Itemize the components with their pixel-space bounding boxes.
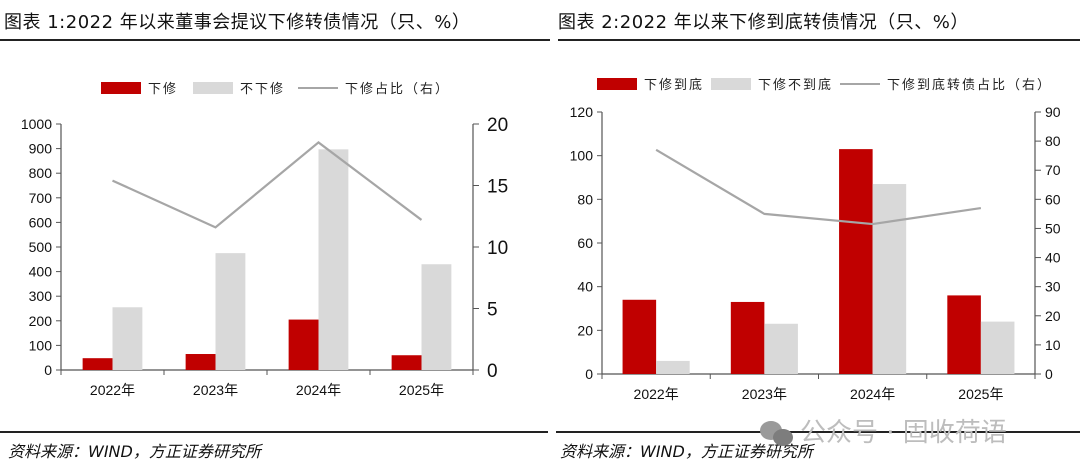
chart1-y-tick-label: 100 [29, 337, 53, 353]
chart2-y-tick-label: 20 [577, 322, 593, 338]
chart2-title: 图表 2:2022 年以来下修到底转债情况（只、%） [558, 12, 969, 33]
chart1-legend-swatch-gray [193, 82, 233, 94]
chart1-bar-gray [215, 253, 246, 370]
wechat-icon [760, 420, 794, 447]
chart1-bar-gray [112, 307, 143, 370]
chart2-legend-label: 下修到底 [644, 77, 704, 92]
chart2-title-rule [558, 39, 1080, 41]
chart1-x-tick-label: 2025年 [399, 382, 444, 398]
chart1-legend-label: 不下修 [240, 81, 285, 96]
chart1-y2-tick-label: 0 [487, 361, 498, 382]
chart2-bar-red [947, 295, 981, 374]
chart2-bar-gray [872, 184, 907, 374]
chart1-y-tick-label: 800 [29, 165, 53, 181]
chart2-legend-label: 下修不到底 [758, 77, 833, 92]
chart2-x-tick-label: 2023年 [742, 386, 787, 402]
chart2-y2-tick-label: 10 [1045, 337, 1061, 353]
chart2-legend-swatch-red [597, 78, 637, 90]
chart2-y2-tick-label: 30 [1045, 279, 1061, 295]
chart2-y-tick-label: 40 [577, 279, 593, 295]
chart2-y2-tick-label: 70 [1045, 162, 1061, 178]
chart1-legend-swatch-red [101, 82, 141, 94]
chart2-footer-rule [556, 431, 1080, 433]
chart1-bar-red [288, 319, 319, 370]
chart1-y-tick-label: 0 [44, 362, 52, 378]
chart1-y-tick-label: 400 [29, 264, 53, 280]
chart1-x-tick-label: 2023年 [193, 382, 238, 398]
chart1-y-tick-label: 1000 [21, 116, 52, 132]
chart1-legend-label: 下修占比（右） [345, 81, 450, 96]
chart1-y-tick-label: 200 [29, 313, 53, 329]
chart1-y2-tick-label: 15 [487, 177, 508, 198]
chart1-x-tick-label: 2024年 [296, 382, 341, 398]
chart2-y2-tick-label: 40 [1045, 250, 1061, 266]
watermark-text: 公众号 · 固收荷语 [800, 418, 1007, 448]
chart2-bar-gray [656, 360, 690, 374]
chart1-y2-tick-label: 5 [487, 300, 498, 321]
chart2-y2-tick-label: 20 [1045, 308, 1061, 324]
chart2-bar-gray [980, 321, 1015, 374]
chart1-bar-gray [318, 149, 349, 370]
chart1-footer-rule [0, 431, 548, 433]
watermark: 公众号 · 固收荷语 [760, 412, 1007, 449]
chart1-y2-tick-label: 20 [487, 115, 508, 136]
chart2-y-tick-label: 60 [577, 235, 593, 251]
chart1-y-tick-label: 500 [29, 239, 53, 255]
chart1-y-tick-label: 300 [29, 288, 53, 304]
chart1-y-tick-label: 600 [29, 214, 53, 230]
chart2-bar-red [839, 149, 873, 374]
chart2-bar-gray [764, 323, 798, 374]
chart2-y-tick-label: 80 [577, 191, 593, 207]
chart2-y-tick-label: 100 [570, 148, 594, 164]
chart2-y2-tick-label: 0 [1045, 366, 1053, 382]
chart1-bar-red [82, 358, 113, 370]
chart2-bar-red [622, 299, 657, 374]
chart1-y-tick-label: 900 [29, 141, 53, 157]
chart1-bar-red [185, 354, 216, 370]
chart2-x-tick-label: 2022年 [634, 386, 679, 402]
chart2-y2-tick-label: 90 [1045, 104, 1061, 120]
chart2-y-tick-label: 0 [585, 366, 593, 382]
chart2-source: 资料来源：WIND，方正证券研究所 [560, 442, 813, 461]
chart1-x-tick-label: 2022年 [90, 382, 135, 398]
chart2-legend-swatch-gray [711, 78, 751, 90]
chart1-y-tick-label: 700 [29, 190, 53, 206]
chart2-ratio-line [655, 148, 982, 226]
chart2-x-tick-label: 2024年 [850, 386, 895, 402]
chart1-legend-label: 下修 [148, 81, 178, 96]
chart2-y2-tick-label: 80 [1045, 133, 1061, 149]
chart1-ratio-line [112, 141, 423, 229]
chart1-y2-tick-label: 10 [487, 238, 508, 259]
chart2-y2-tick-label: 60 [1045, 191, 1061, 207]
chart1-bar-red [391, 355, 422, 370]
chart2-bar-red [730, 301, 765, 374]
chart2-y-tick-label: 120 [570, 104, 594, 120]
chart2-x-tick-label: 2025年 [958, 386, 1003, 402]
chart1-source: 资料来源：WIND，方正证券研究所 [8, 442, 261, 461]
chart2-y2-tick-label: 50 [1045, 220, 1061, 236]
chart1-title: 图表 1:2022 年以来董事会提议下修转债情况（只、%） [4, 12, 471, 33]
chart2-legend-label: 下修到底转债占比（右） [887, 77, 1052, 92]
chart1-title-rule [0, 39, 550, 41]
chart1-bar-gray [421, 264, 452, 370]
